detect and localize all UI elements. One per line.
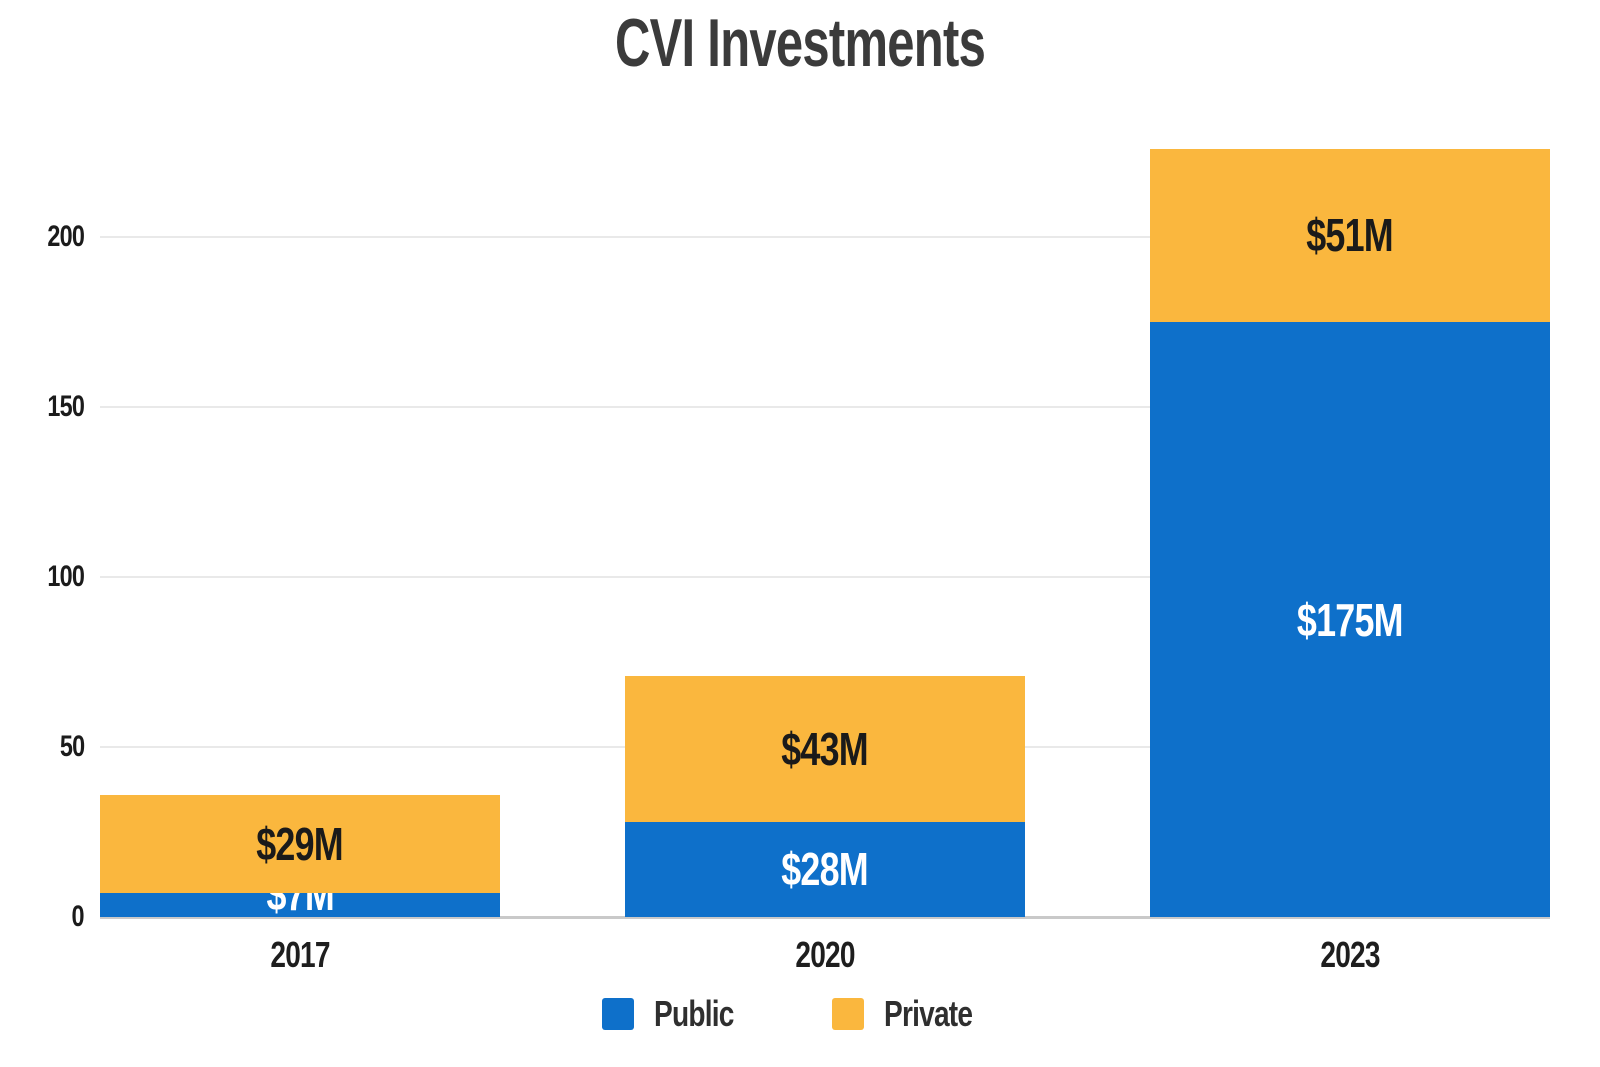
x-tick-text-2023: 2023 <box>1320 934 1380 975</box>
y-tick-text-100: 100 <box>47 560 84 593</box>
x-tick-text-2020: 2020 <box>795 934 855 975</box>
bar-value-label-public-2023: $175M <box>1297 593 1404 646</box>
legend-swatch-public <box>602 998 635 1030</box>
x-tick-label-2023: 2023 <box>1150 937 1550 973</box>
plot-area: $7M $29M 2017 $28M $43M 2020 $175M $51M 2023 <box>100 140 1550 973</box>
x-tick-label-2017: 2017 <box>100 937 500 973</box>
bar-value-label-private-2017: $29M <box>256 817 344 870</box>
y-tick-label-0: 0 <box>68 900 85 933</box>
bar-segment-public-2017: $7M <box>100 871 500 917</box>
bar-segment-private-2017: $29M <box>100 794 500 894</box>
y-tick-text-0: 0 <box>71 900 85 933</box>
chart-title-text: CVI Investments <box>614 5 986 81</box>
y-tick-label-150: 150 <box>37 392 84 422</box>
legend-label-private: Private <box>884 996 997 1032</box>
y-tick-text-150: 150 <box>47 390 84 423</box>
bar-value-label-private-2020: $43M <box>781 722 869 775</box>
bar-segment-public-2023: $175M <box>1150 322 1550 917</box>
legend-text-public: Public <box>654 993 735 1034</box>
bar-segment-private-2020: $43M <box>625 675 1025 822</box>
legend-label-public: Public <box>654 996 756 1032</box>
bar-segment-private-2023: $51M <box>1150 148 1550 322</box>
x-axis-line <box>100 916 1550 919</box>
legend: Public Private <box>0 996 1600 1032</box>
y-tick-label-200: 200 <box>37 222 84 252</box>
bar-value-label-private-2023: $51M <box>1306 209 1394 262</box>
y-tick-label-50: 50 <box>53 730 85 763</box>
legend-item-public: Public <box>602 996 756 1032</box>
gridline-100 <box>100 576 1550 578</box>
chart-title: CVI Investments <box>0 5 1600 81</box>
bar-value-label-public-2020: $28M <box>781 843 869 896</box>
x-tick-label-2020: 2020 <box>625 937 1025 973</box>
y-tick-label-100: 100 <box>37 562 84 592</box>
y-tick-text-200: 200 <box>47 220 84 253</box>
legend-text-private: Private <box>884 993 973 1034</box>
legend-item-private: Private <box>832 996 997 1032</box>
y-tick-text-50: 50 <box>59 730 85 763</box>
legend-swatch-private <box>832 998 865 1030</box>
bar-segment-public-2020: $28M <box>625 821 1025 917</box>
gridline-200 <box>100 236 1550 238</box>
x-tick-text-2017: 2017 <box>270 934 330 975</box>
gridline-150 <box>100 406 1550 408</box>
y-axis: 0 50 100 150 200 <box>0 140 85 932</box>
